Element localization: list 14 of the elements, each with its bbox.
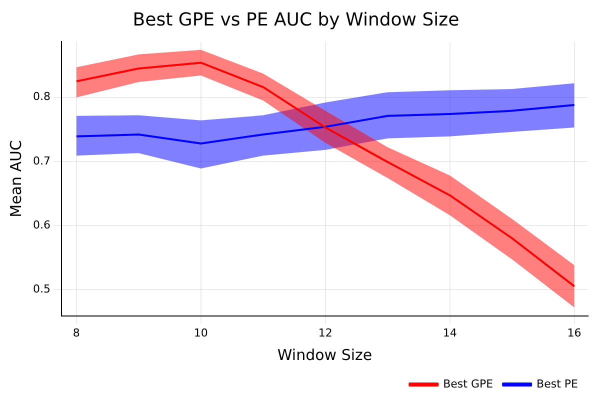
y-tick-label: 0.6	[32, 218, 50, 232]
x-tick-label: 14	[442, 326, 457, 340]
y-tick-label: 0.5	[32, 282, 50, 296]
y-tick-label: 0.7	[32, 154, 50, 168]
x-tick-label: 16	[567, 326, 582, 340]
y-tick-label: 0.8	[32, 90, 50, 104]
x-axis-title: Window Size	[277, 346, 372, 364]
chart-title: Best GPE vs PE AUC by Window Size	[132, 9, 460, 30]
legend-label: Best GPE	[443, 377, 494, 390]
legend-label: Best PE	[536, 377, 578, 390]
y-axis-title: Mean AUC	[6, 140, 25, 218]
x-tick-label: 12	[318, 326, 332, 340]
x-tick-label: 10	[194, 326, 208, 340]
x-tick-label: 8	[72, 326, 80, 340]
